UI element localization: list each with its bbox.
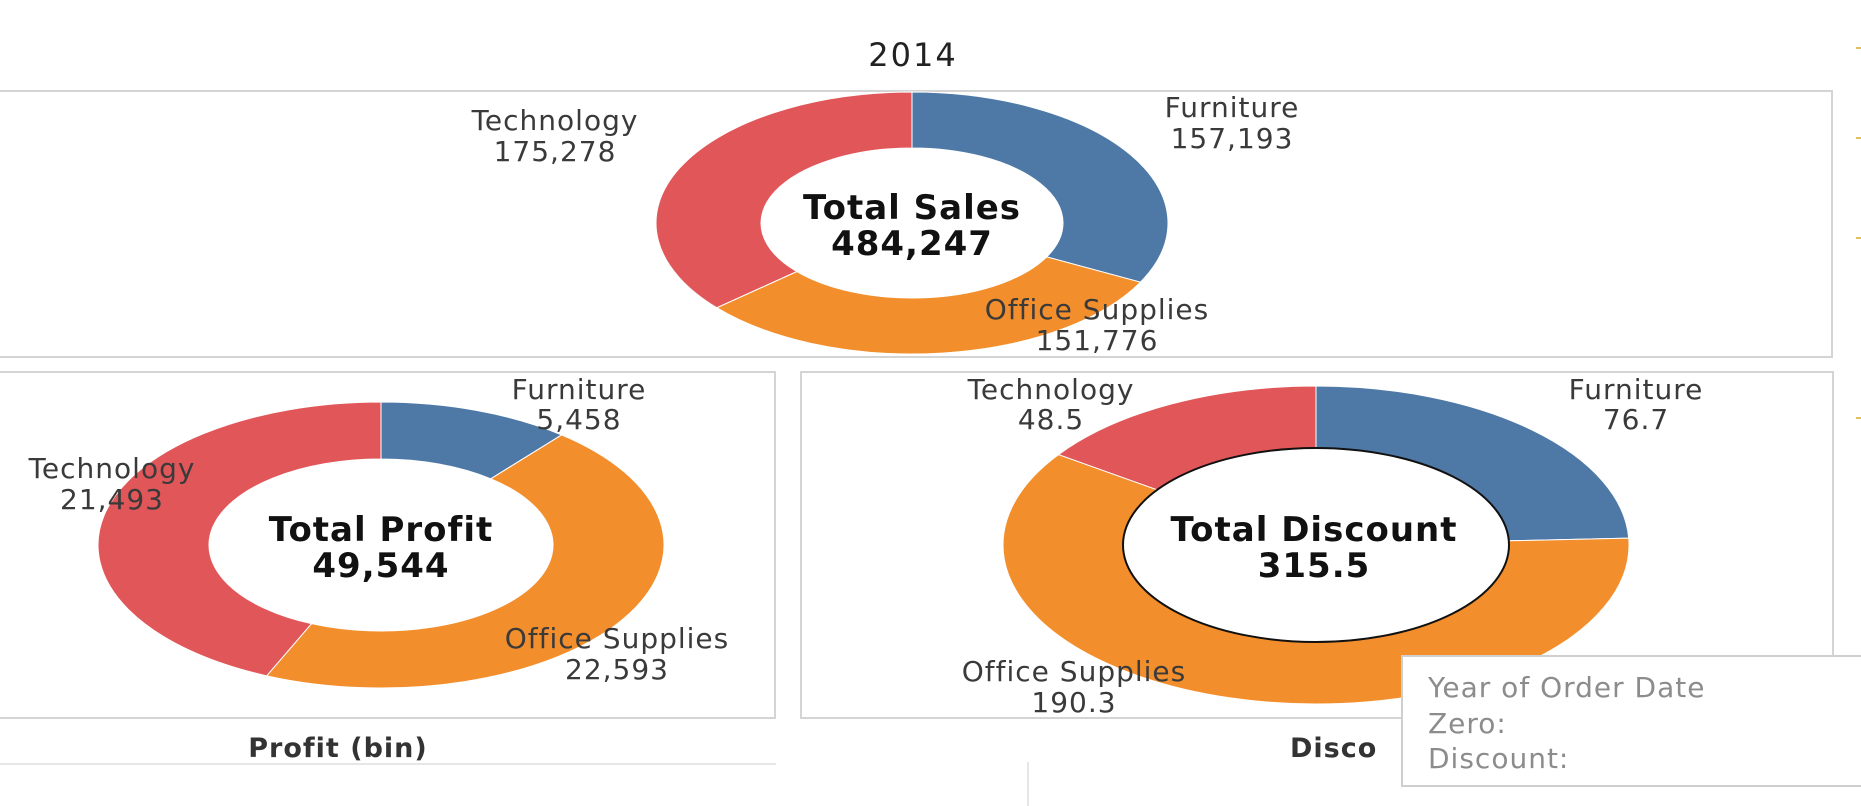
sales-value-furniture: 157,193	[1171, 122, 1294, 155]
discount-label-technology: Technology	[967, 373, 1135, 406]
sales-panel-frame	[0, 90, 1833, 358]
profit-center-title: Total Profit	[269, 510, 493, 550]
year-title: 2014	[868, 36, 957, 74]
discount-panel-frame	[800, 371, 1834, 719]
discount-donut-hole	[1122, 447, 1510, 643]
discount-value-furniture: 76.7	[1603, 403, 1669, 436]
profit-donut-hole	[209, 459, 553, 631]
profit-value-office-supplies: 22,593	[565, 653, 669, 686]
profit-footer-label: Profit (bin)	[248, 733, 427, 764]
hover-tooltip: Year of Order Date Zero: Discount:	[1401, 655, 1861, 787]
tooltip-line-zero: Zero:	[1428, 707, 1507, 740]
sales-label-office-supplies: Office Supplies	[985, 293, 1210, 326]
right-edge-markers	[1856, 47, 1861, 419]
discount-donut[interactable]	[1002, 385, 1630, 705]
profit-label-office-supplies: Office Supplies	[505, 622, 730, 655]
sales-value-office-supplies: 151,776	[1036, 324, 1159, 357]
sales-label-technology: Technology	[471, 104, 639, 137]
tooltip-line-discount: Discount:	[1428, 742, 1569, 775]
sales-donut[interactable]	[655, 91, 1169, 355]
discount-value-technology: 48.5	[1018, 403, 1084, 436]
discount-center-value: 315.5	[1258, 546, 1371, 586]
sales-label-furniture: Furniture	[1165, 91, 1300, 124]
tooltip-box	[1401, 655, 1861, 787]
sales-center-title: Total Sales	[803, 188, 1021, 228]
discount-label-office-supplies: Office Supplies	[962, 655, 1187, 688]
profit-value-technology: 21,493	[60, 483, 164, 516]
discount-center-title: Total Discount	[1170, 510, 1457, 550]
discount-footer-label: Disco	[1290, 733, 1377, 764]
tooltip-line-year: Year of Order Date	[1427, 671, 1705, 704]
profit-label-technology: Technology	[28, 452, 196, 485]
sales-donut-hole	[761, 148, 1063, 298]
discount-value-office-supplies: 190.3	[1031, 686, 1116, 719]
profit-donut[interactable]	[97, 401, 665, 689]
profit-panel-frame	[0, 371, 776, 719]
profit-value-furniture: 5,458	[536, 403, 621, 436]
sales-value-technology: 175,278	[494, 135, 617, 168]
profit-label-furniture: Furniture	[512, 373, 647, 406]
sales-center-value: 484,247	[831, 224, 993, 264]
discount-label-furniture: Furniture	[1569, 373, 1704, 406]
profit-center-value: 49,544	[312, 546, 449, 586]
